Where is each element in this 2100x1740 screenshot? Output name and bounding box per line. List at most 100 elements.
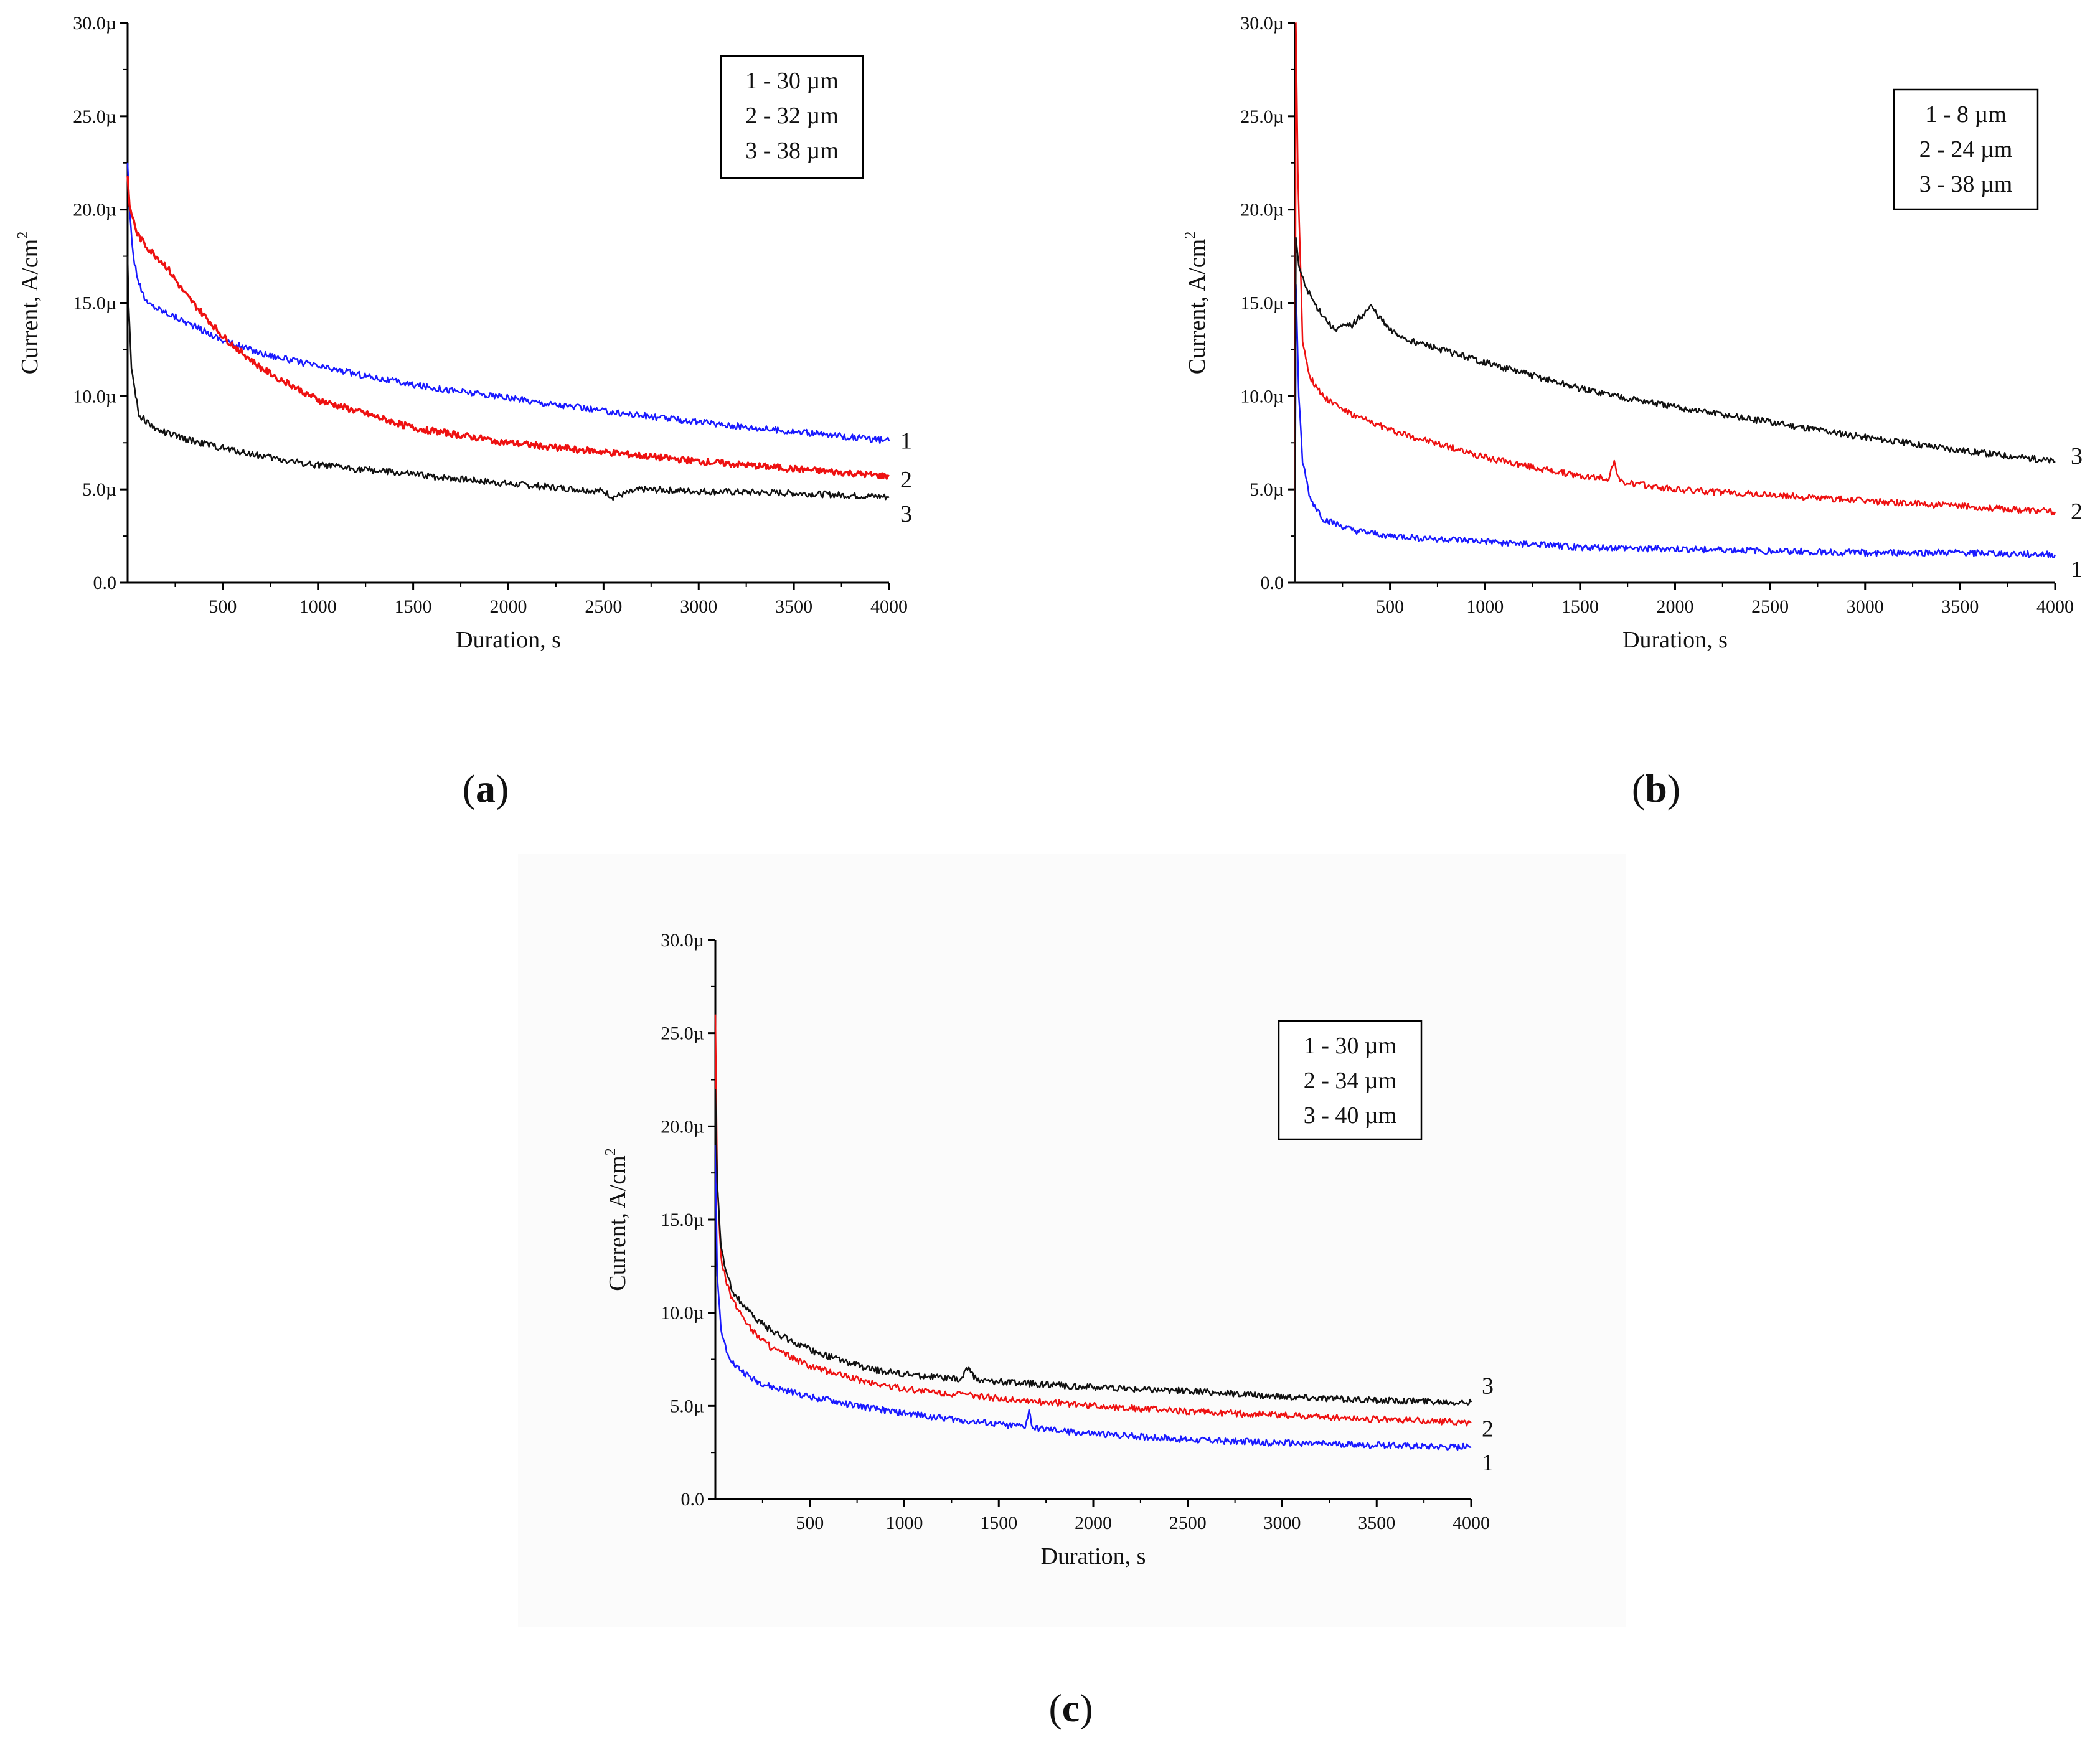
- y-tick-label: 25.0µ: [1240, 106, 1284, 127]
- y-tick-label: 0.0: [93, 573, 117, 593]
- caption-letter: b: [1645, 766, 1667, 811]
- y-axis-label: Current, A/cm2: [603, 1148, 631, 1291]
- y-axis-label: Current, A/cm2: [15, 232, 43, 374]
- y-tick-label: 10.0µ: [1240, 386, 1284, 407]
- series-2-line: [1294, 22, 2056, 583]
- x-tick-label: 4000: [2036, 596, 2074, 617]
- y-tick-label: 30.0µ: [73, 13, 116, 34]
- x-axis-label: Duration, s: [1622, 627, 1728, 653]
- x-tick-label: 1500: [395, 596, 432, 617]
- legend-entry: 1 - 30 µm: [745, 68, 839, 94]
- x-tick-label: 3000: [1264, 1513, 1301, 1533]
- legend-entry: 3 - 40 µm: [1304, 1103, 1397, 1129]
- caption-open-paren: (: [1048, 1686, 1062, 1730]
- y-tick-label: 15.0µ: [661, 1210, 704, 1230]
- y-axis-label-superscript: 2: [15, 232, 31, 239]
- caption-open-paren: (: [463, 766, 476, 811]
- caption-letter: c: [1062, 1686, 1080, 1730]
- y-tick-label: 25.0µ: [73, 106, 116, 127]
- y-axis-label-superscript: 2: [1182, 232, 1198, 239]
- x-tick-label: 1000: [886, 1513, 923, 1533]
- x-tick-label: 3500: [775, 596, 812, 617]
- panel-caption: (c): [1048, 1686, 1093, 1730]
- legend-entry: 1 - 8 µm: [1925, 101, 2007, 128]
- x-tick-label: 1000: [1466, 596, 1504, 617]
- legend-entry: 2 - 24 µm: [1919, 136, 2013, 162]
- x-tick-label: 3000: [680, 596, 717, 617]
- series-1-line: [1294, 283, 2056, 583]
- y-tick-label: 25.0µ: [661, 1023, 704, 1044]
- legend-entry: 3 - 38 µm: [745, 138, 839, 164]
- x-axis-label: Duration, s: [456, 627, 561, 653]
- panel-caption: (a): [463, 766, 509, 811]
- series-2-line: [126, 176, 890, 480]
- x-tick-label: 2500: [585, 596, 622, 617]
- y-tick-label: 10.0µ: [73, 386, 116, 407]
- series-3-label: 3: [2071, 443, 2083, 469]
- chart-b: 0.0 5.0µ 10.0µ 15.0µ 20.0µ 25.0µ 30.0µ 500 1000 1…: [1182, 13, 2083, 811]
- y-tick-label: 30.0µ: [661, 930, 704, 951]
- series-1-line: [714, 1145, 1472, 1451]
- y-tick-label: 20.0µ: [661, 1116, 704, 1137]
- y-tick-label: 10.0µ: [661, 1303, 704, 1324]
- legend-entry: 2 - 32 µm: [745, 103, 839, 129]
- x-tick-label: 4000: [1453, 1513, 1490, 1533]
- series-3-label: 3: [900, 501, 912, 527]
- caption-letter: a: [476, 766, 496, 811]
- x-tick-label: 1500: [980, 1513, 1017, 1533]
- legend-box: [1278, 1020, 1423, 1140]
- chart-c: 0.0 5.0µ 10.0µ 15.0µ 20.0µ 25.0µ 30.0µ 500 1000 1…: [603, 930, 1494, 1730]
- legend-box: [720, 55, 864, 179]
- x-tick-label: 2000: [1657, 596, 1694, 617]
- y-axis-label: Current, A/cm2: [1182, 232, 1210, 374]
- caption-close-paren: ): [1667, 766, 1680, 811]
- x-tick-label: 2500: [1751, 596, 1789, 617]
- legend-entry: 3 - 38 µm: [1919, 171, 2013, 197]
- series-2-label: 2: [1482, 1416, 1494, 1442]
- y-tick-label: 5.0µ: [1250, 479, 1284, 500]
- y-tick-label: 0.0: [1261, 573, 1284, 593]
- series-1-label: 1: [2071, 557, 2083, 583]
- x-tick-label: 500: [209, 596, 237, 617]
- x-axis-label: Duration, s: [1041, 1543, 1146, 1569]
- y-tick-label: 15.0µ: [1240, 293, 1284, 314]
- x-tick-label: 1000: [299, 596, 337, 617]
- series-2-label: 2: [900, 467, 912, 493]
- x-tick-label: 3000: [1847, 596, 1884, 617]
- y-tick-label: 30.0µ: [1240, 13, 1284, 34]
- caption-close-paren: ): [1080, 1686, 1093, 1730]
- x-tick-label: 1500: [1561, 596, 1599, 617]
- panel-caption: (b): [1632, 766, 1680, 811]
- series-3-line: [1294, 237, 2056, 583]
- series-1-label: 1: [900, 428, 912, 454]
- series-2-label: 2: [2071, 499, 2083, 525]
- y-tick-label: 20.0µ: [1240, 200, 1284, 220]
- y-tick-label: 5.0µ: [82, 479, 116, 500]
- series-1-label: 1: [1482, 1450, 1494, 1476]
- caption-close-paren: ): [496, 766, 509, 811]
- x-tick-label: 500: [1376, 596, 1404, 617]
- series-2-line: [714, 1014, 1472, 1427]
- series-1-line: [126, 162, 890, 444]
- legend-entry: 1 - 30 µm: [1304, 1033, 1397, 1059]
- x-tick-label: 2000: [490, 596, 527, 617]
- y-tick-label: 15.0µ: [73, 293, 116, 314]
- y-tick-label: 5.0µ: [670, 1396, 704, 1416]
- y-tick-label: 20.0µ: [73, 200, 116, 220]
- x-tick-label: 4000: [870, 596, 908, 617]
- series-3-label: 3: [1482, 1373, 1494, 1399]
- legend-box: [1893, 88, 2039, 210]
- chart-a: 0.0 5.0µ 10.0µ 15.0µ 20.0µ 25.0µ 30.0µ 500 1000 1…: [15, 13, 912, 811]
- x-tick-label: 3500: [1358, 1513, 1395, 1533]
- caption-open-paren: (: [1632, 766, 1645, 811]
- y-axis-label-superscript: 2: [603, 1148, 619, 1155]
- series-3-line: [714, 1089, 1472, 1406]
- x-tick-label: 500: [796, 1513, 824, 1533]
- y-tick-label: 0.0: [681, 1489, 705, 1510]
- legend-entry: 2 - 34 µm: [1304, 1068, 1397, 1094]
- series-3-line: [126, 256, 890, 501]
- x-tick-label: 3500: [1941, 596, 1979, 617]
- x-tick-label: 2000: [1075, 1513, 1112, 1533]
- x-tick-label: 2500: [1169, 1513, 1207, 1533]
